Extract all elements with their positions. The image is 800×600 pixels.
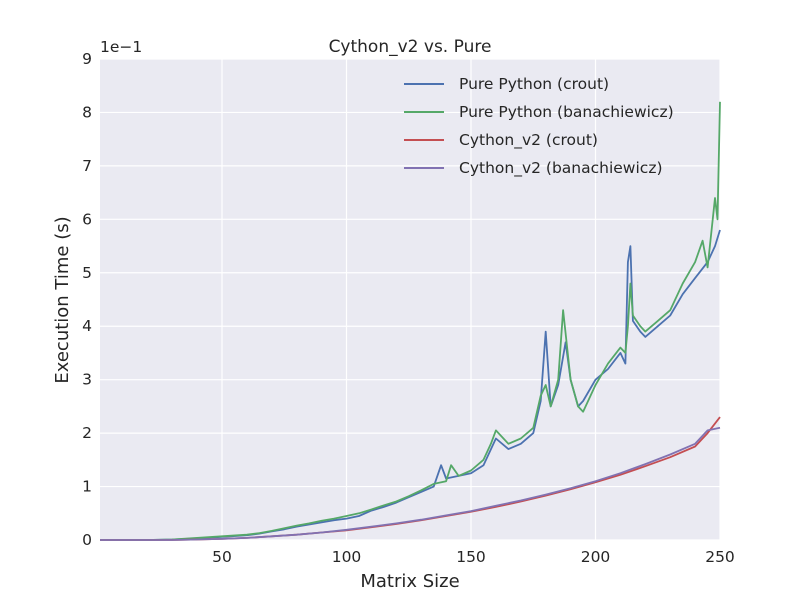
legend-label: Pure Python (crout) [459, 75, 609, 93]
y-tick-label: 7 [82, 157, 92, 175]
y-tick-labels: 0 1 2 3 4 5 6 7 8 9 [82, 50, 92, 549]
x-axis-label: Matrix Size [360, 571, 459, 592]
x-tick-label: 200 [581, 548, 611, 566]
x-tick-label: 250 [705, 548, 735, 566]
y-axis-label: Execution Time (s) [52, 216, 73, 383]
y-tick-label: 8 [82, 103, 92, 121]
legend-label: Cython_v2 (crout) [459, 131, 598, 150]
y-tick-label: 0 [82, 531, 92, 549]
legend: Pure Python (crout) Pure Python (banachie… [404, 75, 674, 178]
x-tick-label: 150 [456, 548, 486, 566]
y-tick-label: 2 [82, 424, 92, 442]
series-line-3 [100, 426, 721, 541]
y-tick-label: 5 [82, 264, 92, 282]
x-tick-labels: 50 100 150 200 250 [212, 548, 735, 566]
y-tick-label: 9 [82, 50, 92, 68]
series-line-0 [100, 229, 721, 541]
y-tick-label: 1 [82, 478, 92, 496]
y-tick-label: 4 [82, 317, 92, 335]
y-tick-label: 3 [82, 371, 92, 389]
legend-label: Cython_v2 (banachiewicz) [459, 159, 663, 178]
series-line-1 [100, 101, 721, 541]
chart-title: Cython_v2 vs. Pure [329, 37, 492, 57]
y-tick-label: 6 [82, 210, 92, 228]
x-tick-label: 100 [332, 548, 362, 566]
legend-label: Pure Python (banachiewicz) [459, 103, 674, 121]
series-layer [100, 101, 721, 541]
y-scale-label: 1e−1 [100, 38, 142, 56]
x-tick-label: 50 [212, 548, 232, 566]
